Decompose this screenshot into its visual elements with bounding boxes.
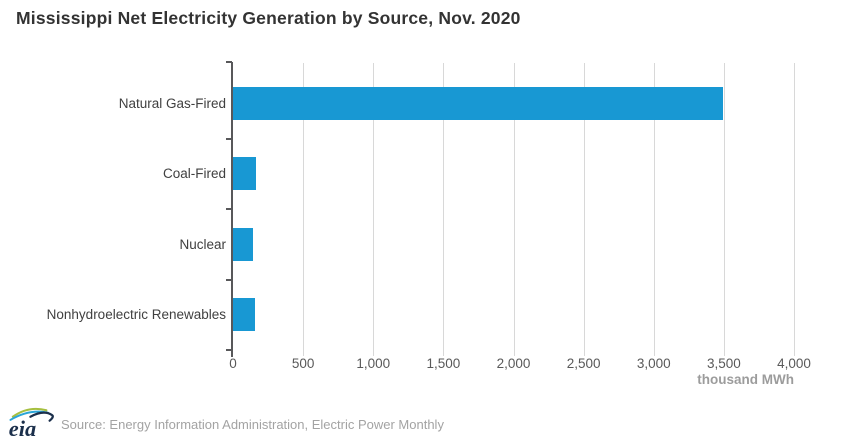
- x-axis-unit-label: thousand MWh: [697, 372, 794, 387]
- gridline-x-2500: [583, 63, 585, 356]
- eia-logo: eia: [9, 407, 54, 440]
- x-tick-label-1000: 1,000: [356, 356, 391, 371]
- x-tick-label-500: 500: [291, 356, 315, 371]
- source-attribution: Source: Energy Information Administratio…: [61, 417, 444, 432]
- gridline-x-1500: [443, 63, 445, 356]
- y-axis-line: [231, 62, 233, 357]
- x-tick-label-2500: 2,500: [566, 356, 601, 371]
- gridline-x-3000: [653, 63, 655, 356]
- gridline-x-1000: [373, 63, 375, 356]
- chart-title: Mississippi Net Electricity Generation b…: [16, 8, 521, 28]
- category-label-1: Coal-Fired: [162, 166, 226, 182]
- eia-logo-text: eia: [9, 416, 36, 440]
- category-label-0: Natural Gas-Fired: [118, 95, 226, 111]
- y-axis-tick-1: [226, 137, 232, 140]
- x-tick-label-3000: 3,000: [636, 356, 671, 371]
- y-axis-tick-4: [226, 349, 232, 351]
- category-label-2: Nuclear: [179, 236, 226, 252]
- bar-coal-fired: [233, 157, 257, 191]
- bar-nonhydroelectric-renewables: [233, 298, 255, 332]
- y-axis-tick-3: [226, 278, 232, 281]
- y-axis-tick-0: [226, 61, 232, 63]
- y-axis-tick-2: [226, 208, 232, 210]
- x-tick-label-4000: 4,000: [777, 356, 811, 371]
- x-tick-label-3500: 3,500: [706, 356, 741, 371]
- gridline-x-4000: [794, 63, 795, 356]
- bar-natural-gas-fired: [233, 86, 723, 120]
- gridline-x-3500: [723, 63, 725, 356]
- x-tick-label-0: 0: [229, 356, 237, 371]
- gridline-x-2000: [513, 63, 515, 356]
- bar-nuclear: [233, 227, 254, 261]
- x-tick-label-2000: 2,000: [496, 356, 531, 371]
- category-label-3: Nonhydroelectric Renewables: [46, 307, 226, 323]
- eia-logo-swoosh-green: [11, 407, 48, 418]
- x-tick-label-1500: 1,500: [426, 356, 461, 371]
- gridline-x-500: [303, 63, 305, 356]
- eia-logo-swoosh-navy: [29, 411, 54, 422]
